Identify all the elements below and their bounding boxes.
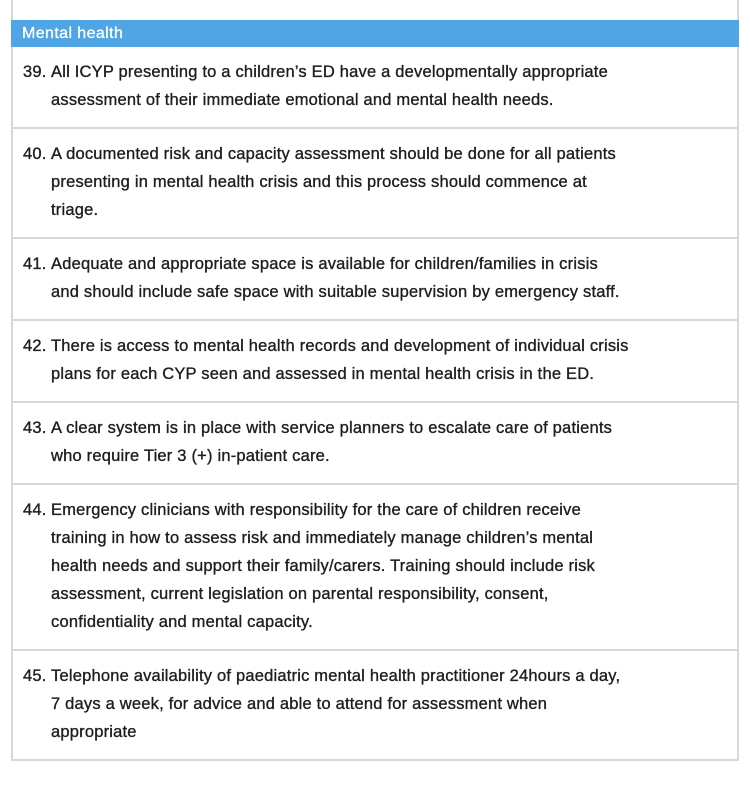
item-text: Emergency clinicians with responsibility… <box>51 496 731 636</box>
item-number: 45. <box>23 667 47 685</box>
item-text: There is access to mental health records… <box>51 332 731 388</box>
section-header: Mental health <box>11 20 739 47</box>
item-text-line: A clear system is in place with service … <box>51 419 613 437</box>
table-row: 43. A clear system is in place with servi… <box>13 403 737 485</box>
table-row: 41. Adequate and appropriate space is ava… <box>13 239 737 321</box>
item-text-line: Telephone availability of paediatric men… <box>51 667 621 685</box>
item-text-line: 7 days a week, for advice and able to at… <box>51 695 548 713</box>
section-header-label: Mental health <box>22 24 124 42</box>
item-number: 40. <box>23 145 47 163</box>
table-rows: 39. All ICYP presenting to a children’s E… <box>11 47 739 761</box>
item-text-line: assessment, current legislation on paren… <box>51 585 549 603</box>
item-text-line: and should include safe space with suita… <box>51 283 620 301</box>
item-text-line: appropriate <box>51 723 137 741</box>
item-text-line: assessment of their immediate emotional … <box>51 91 554 109</box>
item-text-line: A documented risk and capacity assessmen… <box>51 145 616 163</box>
item-text-line: training in how to assess risk and immed… <box>51 529 594 547</box>
item-number: 39. <box>23 63 47 81</box>
item-text-line: plans for each CYP seen and assessed in … <box>51 365 595 383</box>
item-number: 44. <box>23 501 47 519</box>
item-text: Telephone availability of paediatric men… <box>51 662 731 746</box>
table-row: 40. A documented risk and capacity assess… <box>13 129 737 239</box>
item-text-line: There is access to mental health records… <box>51 337 629 355</box>
table-row: 39. All ICYP presenting to a children’s E… <box>13 47 737 129</box>
table-row: 45. Telephone availability of paediatric … <box>13 651 737 761</box>
item-number: 42. <box>23 337 47 355</box>
item-number: 43. <box>23 419 47 437</box>
item-text-line: presenting in mental health crisis and t… <box>51 173 587 191</box>
item-text-line: who require Tier 3 (+) in-patient care. <box>51 447 330 465</box>
item-text-line: Adequate and appropriate space is availa… <box>51 255 598 273</box>
item-text-line: All ICYP presenting to a children’s ED h… <box>51 63 608 81</box>
item-text: A clear system is in place with service … <box>51 414 731 470</box>
table-top-stub-row <box>11 0 739 20</box>
item-text-line: Emergency clinicians with responsibility… <box>51 501 581 519</box>
item-text: A documented risk and capacity assessmen… <box>51 140 731 224</box>
item-text: All ICYP presenting to a children’s ED h… <box>51 58 731 114</box>
item-number: 41. <box>23 255 47 273</box>
item-text-line: health needs and support their family/ca… <box>51 557 596 575</box>
standards-table: Mental health 39. All ICYP presenting to … <box>11 0 739 761</box>
item-text: Adequate and appropriate space is availa… <box>51 250 731 306</box>
item-text-line: triage. <box>51 201 99 219</box>
table-row: 44. Emergency clinicians with responsibil… <box>13 485 737 651</box>
table-row: 42. There is access to mental health reco… <box>13 321 737 403</box>
item-text-line: confidentiality and mental capacity. <box>51 613 313 631</box>
